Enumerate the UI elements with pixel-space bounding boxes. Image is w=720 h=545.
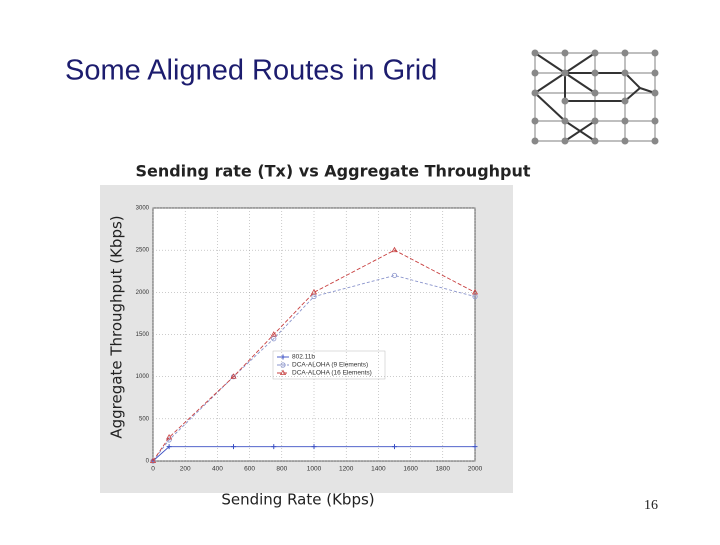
x-tick-label: 200 (180, 466, 191, 473)
x-tick-label: 1600 (403, 466, 418, 473)
marker (472, 444, 478, 450)
page-number: 16 (644, 498, 658, 513)
legend-label: DCA-ALOHA (16 Elements) (292, 370, 372, 377)
x-tick-label: 1800 (436, 466, 451, 473)
legend-box (272, 350, 386, 380)
y-tick-label: 2500 (136, 248, 150, 254)
marker (271, 444, 277, 450)
marker (471, 288, 479, 295)
x-tick-label: 800 (276, 466, 287, 473)
x-tick-label: 0 (151, 466, 155, 473)
marker (310, 288, 318, 295)
marker (472, 293, 478, 300)
marker (392, 444, 397, 450)
marker (271, 336, 277, 342)
y-tick-label: 0 (146, 459, 150, 465)
series-line (152, 249, 476, 462)
marker (166, 444, 172, 450)
x-tick-label: 400 (212, 466, 223, 473)
marker (166, 433, 173, 440)
y-tick-label: 3000 (136, 206, 150, 212)
legend-marker (280, 354, 286, 360)
x-tick-label: 2000 (468, 466, 483, 473)
marker (231, 444, 236, 450)
x-tick-label: 1200 (339, 466, 354, 473)
y-axis-label: Aggregate Throughput (Kbps) (108, 215, 126, 438)
x-tick-label: 1400 (371, 466, 386, 473)
legend-label: 802.11b (292, 354, 315, 361)
x-tick-label: 600 (244, 466, 255, 473)
chart-title: Sending rate (Tx) vs Aggregate Throughpu… (135, 162, 530, 181)
y-tick-label: 500 (139, 416, 150, 422)
x-tick-label: 1000 (307, 466, 322, 473)
marker (230, 373, 237, 379)
grid-diagram (531, 49, 659, 145)
series-line (152, 275, 476, 462)
marker (149, 457, 157, 463)
y-tick-label: 1500 (136, 332, 150, 338)
legend-marker (279, 369, 287, 375)
y-tick-label: 2000 (136, 290, 150, 296)
y-tick-label: 1000 (136, 374, 150, 380)
marker (391, 246, 398, 253)
x-axis-label: Sending Rate (Kbps) (221, 491, 374, 509)
legend-label: DCA-ALOHA (9 Elements) (292, 362, 368, 369)
marker (391, 272, 398, 279)
marker (311, 444, 317, 450)
legend-marker (280, 362, 286, 368)
marker (270, 331, 277, 337)
slide-title: Some Aligned Routes in Grid (65, 55, 437, 87)
marker (311, 293, 317, 300)
